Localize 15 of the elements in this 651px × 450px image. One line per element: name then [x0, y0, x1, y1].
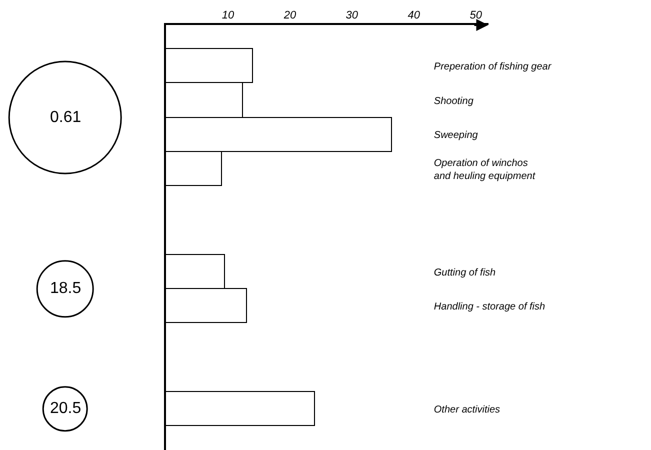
y-tick-label: Sweeping [434, 130, 478, 142]
text: 0.61 [50, 109, 82, 126]
x-tick-label: 30 [346, 10, 359, 22]
x-tick-label: 10 [222, 10, 235, 22]
y-tick-label: Handling - storage of fish [434, 302, 546, 313]
y-tick-label: Gutting of fish [434, 267, 496, 278]
text: 18.5 [50, 280, 82, 297]
x-tick-label: 40 [408, 10, 421, 22]
y-tick-label: Shooting [434, 96, 474, 107]
y-tick-label: Preperation of fishing gear [434, 62, 552, 73]
y-tick-label: Operation of winchos and heuling equipment [434, 158, 536, 182]
y-tick-label: Other activities [434, 404, 500, 416]
text: 20.5 [50, 400, 82, 417]
x-tick-label: 50 [470, 10, 483, 22]
x-tick-label: 20 [282, 10, 297, 22]
